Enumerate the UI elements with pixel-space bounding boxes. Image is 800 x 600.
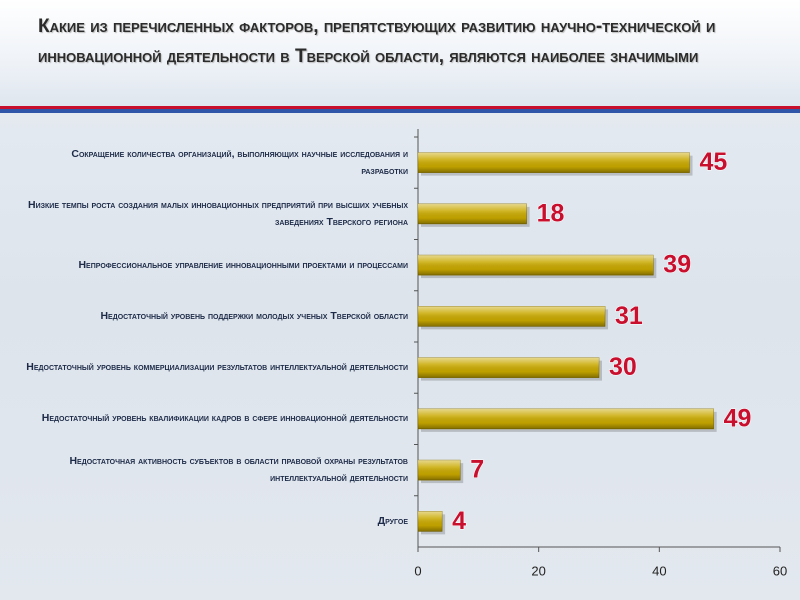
value-label: 49: [724, 404, 752, 432]
x-tick-label: 20: [531, 563, 545, 578]
category-label: Недостаточный уровень коммерциализации р…: [26, 361, 408, 374]
bar-shine: [418, 408, 714, 429]
value-label: 7: [470, 456, 484, 484]
x-tick-label: 60: [773, 563, 787, 578]
category-label: Низкие темпы роста создания малых иннова…: [28, 198, 408, 228]
category-label: Другое: [377, 514, 408, 527]
bar-shine: [418, 511, 443, 532]
category-label: Недостаточный уровень поддержки молодых …: [100, 309, 408, 322]
category-label: Недостаточная активность субъектов в обл…: [69, 455, 408, 485]
divider-red: [0, 106, 800, 109]
category-label: Недостаточный уровень квалификации кадро…: [41, 412, 408, 425]
slide-title: Какие из перечисленных факторов, препятс…: [38, 16, 716, 67]
value-label: 4: [452, 507, 466, 535]
value-label: 45: [700, 148, 728, 176]
category-label: Непрофессиональное управление инновацион…: [78, 258, 408, 271]
value-label: 18: [537, 199, 565, 227]
x-tick-label: 0: [414, 563, 421, 578]
category-label: Сокращение количества организаций, выпол…: [71, 147, 408, 177]
value-label: 39: [663, 251, 691, 279]
divider-blue: [0, 109, 800, 113]
bar-shine: [418, 306, 606, 327]
title-band: Какие из перечисленных факторов, препятс…: [0, 0, 800, 106]
bar-shine: [418, 460, 461, 481]
bar-shine: [418, 203, 527, 224]
bar-shine: [418, 255, 654, 276]
value-label: 31: [615, 302, 643, 330]
bar-shine: [418, 152, 690, 173]
x-tick-label: 40: [652, 563, 666, 578]
value-label: 30: [609, 353, 637, 381]
bar-shine: [418, 357, 599, 378]
